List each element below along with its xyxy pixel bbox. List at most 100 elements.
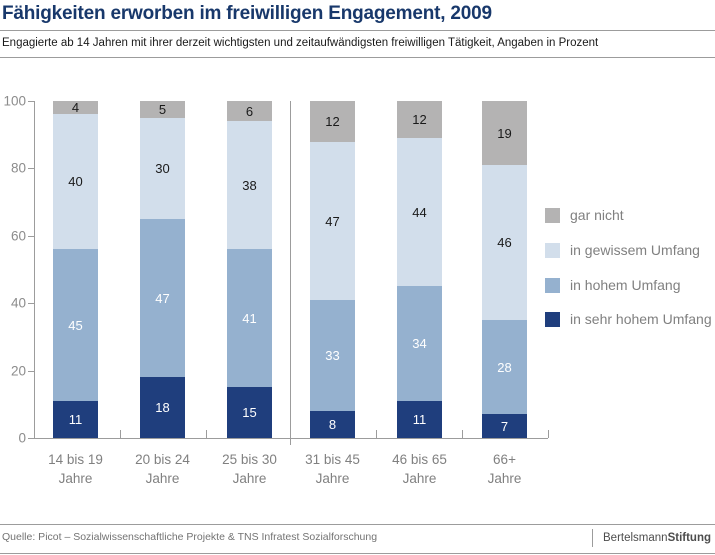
stacked-bar: 18 47 30 5	[140, 101, 185, 438]
bar-segment: 47	[310, 142, 355, 300]
bar-value-label: 15	[242, 405, 257, 420]
stacked-bar: 11 34 44 12	[397, 101, 442, 438]
bar-value-label: 40	[68, 174, 83, 189]
footer-divider-bottom	[0, 553, 715, 554]
bar-segment: 34	[397, 286, 442, 401]
y-axis-tick-label: 20	[10, 363, 26, 379]
bar-segment: 8	[310, 411, 355, 438]
bar-value-label: 47	[325, 213, 340, 229]
y-axis-tick	[28, 168, 34, 170]
legend-label: in hohem Umfang	[570, 277, 681, 293]
footer-divider-top	[0, 524, 715, 525]
bar-value-label: 28	[497, 359, 512, 375]
bar-segment: 33	[310, 300, 355, 411]
bar-value-label: 44	[412, 204, 427, 220]
legend-label: in sehr hohem Umfang	[570, 311, 712, 327]
bar-value-label: 4	[71, 100, 80, 115]
bar-segment: 12	[397, 101, 442, 138]
bar-segment: 28	[482, 320, 527, 414]
bar-segment: 12	[310, 101, 355, 142]
stacked-bar: 15 41 38 6	[227, 101, 272, 438]
bar-value-label: 12	[412, 112, 427, 127]
x-axis-tick	[375, 430, 377, 438]
bar-segment: 40	[53, 114, 98, 249]
bertelsmann-stiftung-logo: Bertelsmann Stiftung	[592, 528, 711, 548]
x-axis-category-label: 20 bis 24 Jahre	[135, 452, 190, 486]
bar-segment: 5	[140, 101, 185, 118]
stacked-bar: 11 45 40 4	[53, 100, 98, 438]
legend-item: gar nicht	[545, 207, 624, 223]
y-axis-tick	[28, 303, 34, 305]
y-axis-tick-label: 100	[3, 93, 26, 109]
bar-value-label: 6	[245, 103, 254, 119]
legend-item: in gewissem Umfang	[545, 242, 700, 258]
bar-segment: 46	[482, 165, 527, 320]
y-axis-tick-label: 60	[10, 228, 26, 244]
bar-segment: 6	[227, 101, 272, 121]
bar-value-label: 46	[497, 235, 512, 250]
bar-value-label: 33	[325, 348, 340, 363]
legend-label: in gewissem Umfang	[570, 242, 700, 258]
bar-segment: 30	[140, 118, 185, 219]
legend-swatch	[545, 242, 560, 258]
source-note: Quelle: Picot – Sozialwissenschaftliche …	[2, 531, 378, 543]
header-divider-top	[0, 30, 715, 31]
category-separator-line	[290, 101, 291, 445]
y-axis-tick	[28, 438, 34, 439]
bar-value-label: 34	[412, 336, 427, 351]
y-axis-line	[34, 101, 35, 438]
bar-value-label: 30	[155, 161, 170, 176]
y-axis-tick	[28, 370, 34, 372]
header-divider-bottom	[0, 57, 715, 58]
bar-value-label: 11	[68, 412, 83, 427]
x-axis-category-label: 25 bis 30 Jahre	[222, 452, 277, 486]
bar-value-label: 12	[325, 114, 340, 129]
stacked-bar: 8 33 47 12	[310, 101, 355, 438]
bar-segment: 11	[53, 401, 98, 438]
y-axis-tick-label: 40	[10, 295, 26, 311]
stacked-bar: 7 28 46 19	[482, 101, 527, 438]
logo-divider	[592, 529, 593, 547]
x-axis-category-label: 31 bis 45 Jahre	[305, 452, 360, 486]
x-axis-line	[34, 438, 548, 439]
bar-value-label: 38	[242, 177, 257, 193]
legend-swatch	[545, 277, 560, 293]
x-axis-tick	[206, 430, 207, 438]
bar-segment: 19	[482, 101, 527, 165]
y-axis-tick	[28, 235, 34, 237]
legend-item: in hohem Umfang	[545, 277, 681, 293]
legend-swatch	[545, 207, 560, 223]
bar-segment: 7	[482, 414, 527, 438]
x-axis-tick	[119, 430, 121, 438]
bar-value-label: 11	[412, 412, 427, 427]
chart-subtitle: Engagierte ab 14 Jahren mit ihrer derzei…	[2, 37, 599, 49]
bar-segment: 47	[140, 219, 185, 377]
bar-segment: 38	[227, 121, 272, 249]
bar-value-label: 5	[158, 102, 167, 117]
bar-value-label: 47	[155, 290, 170, 306]
bar-value-label: 8	[328, 417, 337, 432]
y-axis-tick-label: 0	[18, 430, 26, 446]
bar-segment: 45	[53, 249, 98, 401]
y-axis-tick-label: 80	[10, 160, 26, 176]
bar-value-label: 19	[497, 125, 512, 141]
bar-segment: 44	[397, 138, 442, 286]
legend-label: gar nicht	[570, 207, 624, 223]
y-axis-tick	[28, 101, 34, 102]
x-axis-tick	[461, 430, 463, 438]
x-axis-category-label: 46 bis 65 Jahre	[392, 452, 447, 486]
bar-value-label: 45	[68, 317, 83, 333]
legend-swatch	[545, 311, 560, 327]
bar-segment: 11	[397, 401, 442, 438]
bar-value-label: 41	[242, 310, 257, 326]
bar-segment: 4	[53, 100, 98, 115]
logo-text-regular: Bertelsmann	[603, 532, 668, 544]
logo-text-bold: Stiftung	[667, 532, 711, 544]
legend-item: in sehr hohem Umfang	[545, 311, 712, 327]
bar-segment: 41	[227, 249, 272, 387]
x-axis-category-label: 66+ Jahre	[487, 452, 522, 486]
bar-value-label: 18	[155, 400, 170, 415]
x-axis-tick	[548, 430, 549, 438]
x-axis-category-label: 14 bis 19 Jahre	[48, 452, 103, 486]
